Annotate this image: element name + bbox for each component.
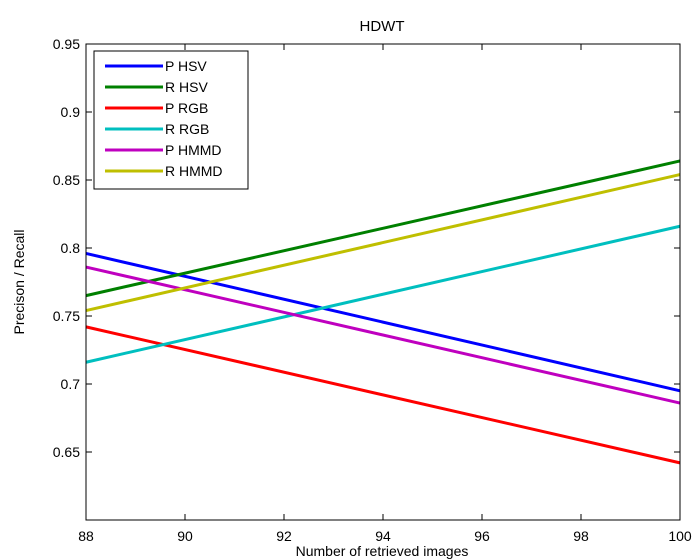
y-tick-label: 0.95: [53, 36, 80, 52]
x-tick-label: 92: [276, 528, 292, 544]
x-tick-label: 90: [177, 528, 193, 544]
y-tick-label: 0.65: [53, 444, 80, 460]
x-tick-label: 88: [78, 528, 94, 544]
legend-label: P RGB: [165, 100, 208, 116]
x-tick-label: 94: [375, 528, 391, 544]
series-line-5: [85, 173, 681, 313]
y-tick-label: 0.8: [61, 240, 81, 256]
y-tick-labels: 0.65 0.7 0.75 0.8 0.85 0.9 0.95: [53, 36, 80, 460]
legend-label: P HSV: [165, 58, 207, 74]
series-line-4: [85, 265, 681, 405]
legend-box: [93, 50, 249, 190]
series-line-3: [85, 224, 681, 364]
legend-label: R RGB: [165, 121, 209, 137]
x-tick-labels: 88 90 92 94 96 98 100: [78, 528, 692, 544]
x-tick-label: 96: [474, 528, 490, 544]
chart-title: HDWT: [360, 18, 405, 35]
tick-marks: [85, 43, 681, 520]
legend-label: R HSV: [165, 79, 208, 95]
y-tick-label: 0.85: [53, 172, 80, 188]
x-axis-label: Number of retrieved images: [296, 543, 469, 559]
y-tick-label: 0.7: [61, 376, 81, 392]
series-line-2: [85, 325, 681, 465]
series-line-0: [85, 251, 681, 393]
legend-label: P HMMD: [165, 142, 222, 158]
legend: P HSV R HSV P RGB R RGB P HMMD R HMMD: [93, 50, 249, 190]
series-layer: [85, 159, 681, 465]
x-tick-label: 100: [668, 528, 692, 544]
x-tick-label: 98: [573, 528, 589, 544]
y-axis-label: Precison / Recall: [11, 229, 27, 334]
series-line-1: [85, 159, 681, 298]
y-tick-label: 0.9: [61, 104, 81, 120]
y-tick-label: 0.75: [53, 308, 80, 324]
legend-label: R HMMD: [165, 163, 223, 179]
